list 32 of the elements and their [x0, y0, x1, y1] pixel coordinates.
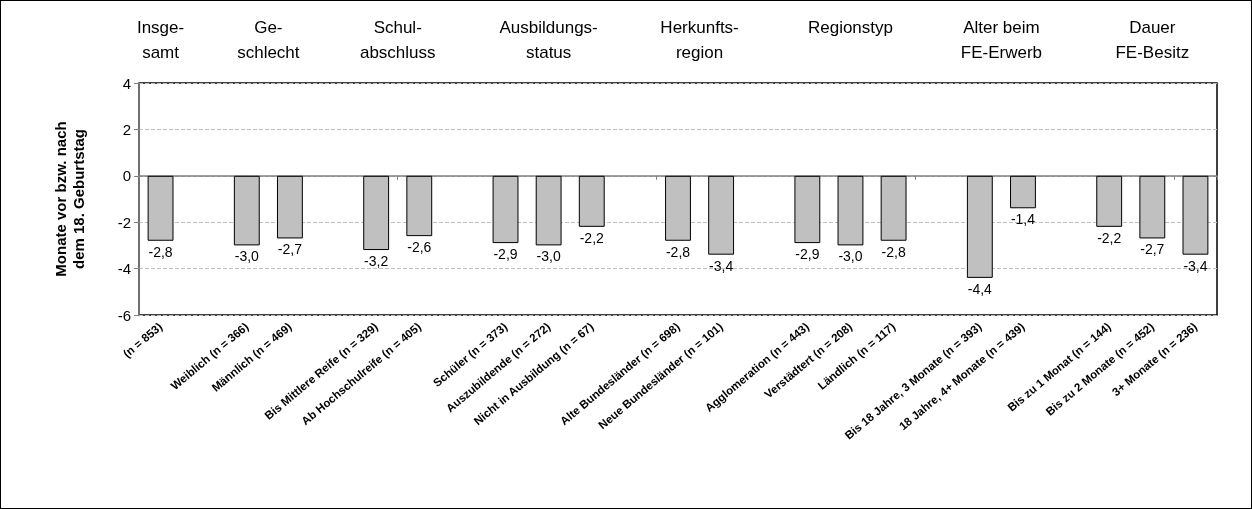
text: Alter beim FE-Erwerb: [960, 18, 1043, 62]
data-label: -2,8: [148, 243, 173, 260]
y-tick-label: 4: [122, 74, 131, 92]
y-tick-label: 2: [122, 120, 131, 138]
data-label: -3,0: [536, 248, 561, 265]
data-label: -2,2: [579, 229, 605, 246]
text: Dauer FE-Besitz: [1115, 18, 1190, 62]
data-label: -4,4: [967, 280, 993, 297]
text: Regionstyp: [807, 18, 894, 37]
data-label: -2,6: [407, 239, 432, 256]
y-tick-label: -4: [117, 260, 131, 278]
data-label: -1,4: [1010, 211, 1036, 228]
y-axis-title: Monate vor bzw. nach dem 18. Geburtstag: [51, 121, 87, 277]
data-label: -2,9: [493, 246, 518, 263]
data-label: -2,7: [1140, 241, 1165, 258]
data-label: -3,4: [1183, 257, 1208, 274]
text: Schul- abschluss: [359, 18, 436, 62]
text: Ge- schlecht: [237, 18, 300, 62]
data-label: -2,2: [1097, 229, 1122, 246]
text: Ausbildungs- status: [499, 18, 598, 62]
data-label: -2,7: [277, 241, 303, 258]
data-label: -2,8: [881, 243, 906, 260]
text: Herkunfts- region: [660, 18, 739, 62]
data-label: -2,9: [795, 246, 820, 263]
data-label: -3,0: [234, 248, 260, 265]
data-label: -3,2: [364, 253, 389, 270]
data-label: -3,4: [709, 257, 734, 274]
data-label: -3,0: [838, 248, 863, 265]
y-tick-label: 0: [122, 167, 131, 185]
y-tick-label: -2: [117, 213, 131, 231]
data-label: -2,8: [665, 243, 691, 260]
text: Insge- samt: [136, 18, 185, 62]
